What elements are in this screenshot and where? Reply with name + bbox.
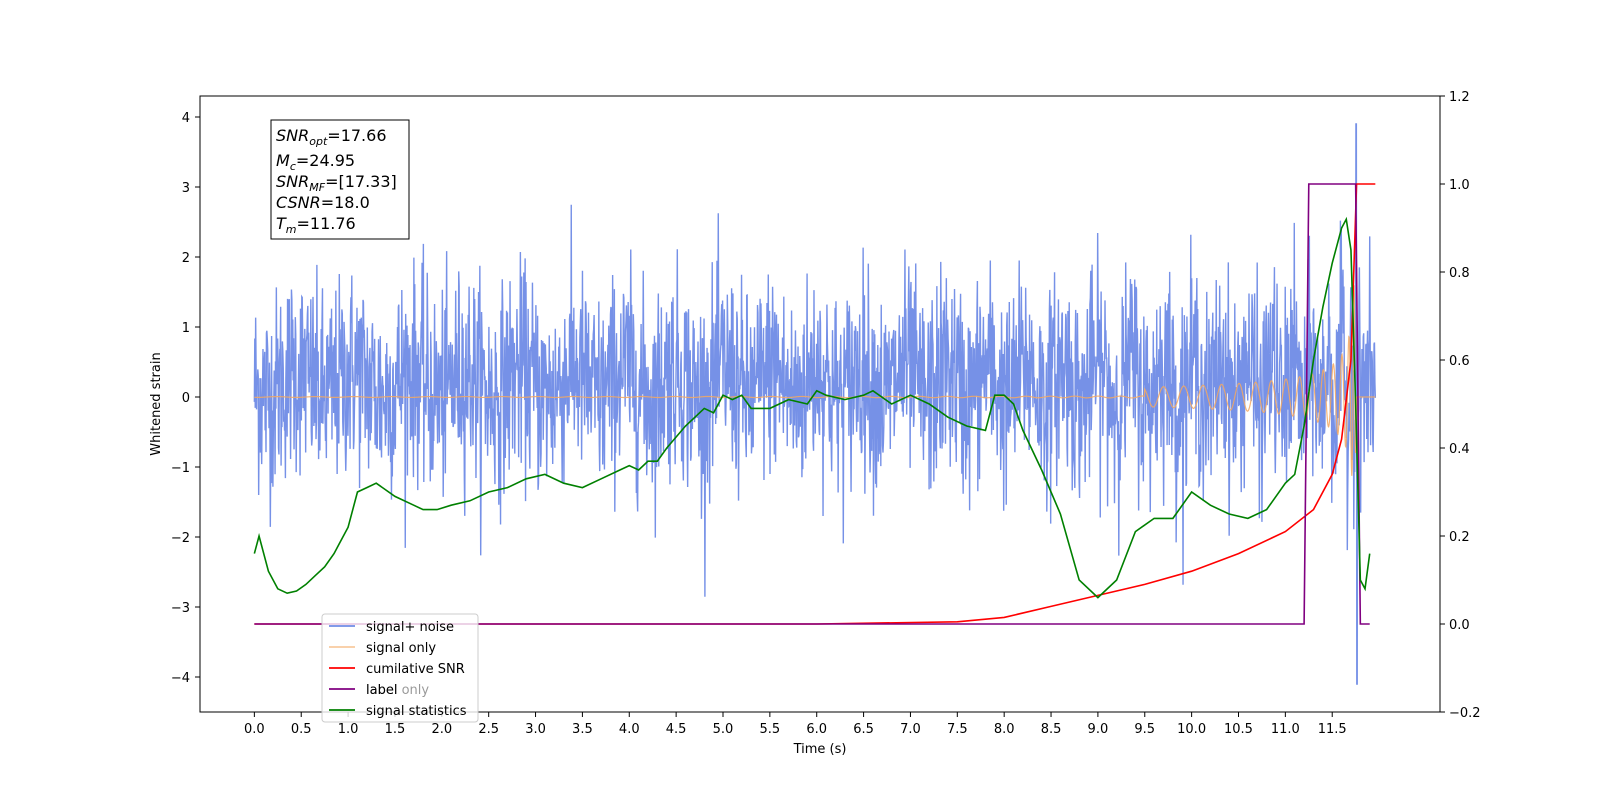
x-tick-label: 0.5 [291,722,312,737]
annotation-box: SNRopt=17.66 Mc=24.95SNRMF=[17.33]CSNR=18… [270,119,410,240]
x-tick-label: 9.0 [1088,722,1109,737]
legend-label-hidden: label only [366,683,429,698]
legend-frame [321,613,479,723]
y2-tick-label: 1.0 [1449,178,1470,193]
y-tick-label: 3 [182,181,190,196]
y-tick-label: −1 [171,461,190,476]
y-axis-right: 1.2 1.0 0.8 0.6 0.4 0.2 0.0 −0.2 [1440,90,1481,721]
y-tick-label: −4 [171,671,190,686]
x-tick-label: 3.0 [525,722,546,737]
x-tick-label: 5.0 [713,722,734,737]
y-tick-label: −2 [171,531,190,546]
y-axis-label: Whitened strain [149,352,164,455]
legend-label: signal only [366,641,436,656]
x-tick-label: 10.5 [1224,722,1253,737]
x-tick-label: 6.0 [806,722,827,737]
series-signal-noise [253,123,1377,685]
x-tick-label: 1.0 [338,722,359,737]
y-tick-label: −3 [171,601,190,616]
y2-tick-label: 0.4 [1449,442,1470,457]
x-tick-label: 4.5 [666,722,687,737]
x-tick-label: 11.5 [1318,722,1347,737]
x-tick-label: 0.0 [244,722,265,737]
y2-tick-label: 0.6 [1449,354,1470,369]
x-tick-label: 11.0 [1271,722,1300,737]
y2-tick-label: 0.8 [1449,266,1470,281]
annotation-line: Tm=11.76 [276,214,356,236]
annotation-line: CSNR=18.0 [276,193,370,212]
x-tick-label: 10.0 [1177,722,1206,737]
series-label [254,183,1370,625]
y-tick-label: 0 [182,391,190,406]
x-tick-label: 2.0 [431,722,452,737]
y-axis-left: 4 3 2 1 0 −1 −2 −3 −4 [171,111,200,686]
x-axis-label: Time (s) [793,742,847,757]
annotation-frame [270,119,410,240]
y2-tick-label: −0.2 [1449,706,1481,721]
x-tick-label: 8.0 [994,722,1015,737]
x-tick-label: 4.0 [619,722,640,737]
y-tick-label: 2 [182,251,190,266]
x-tick-label: 8.5 [1041,722,1062,737]
legend-label: label [366,683,397,698]
x-tick-label: 7.0 [900,722,921,737]
annotation-line: SNRMF=[17.33] [276,172,397,194]
x-tick-label: 7.5 [947,722,968,737]
legend-label: cumilative SNR [366,662,465,677]
y-tick-label: 4 [182,111,190,126]
legend-label: signal+ noise [366,620,454,635]
legend: signal+ noise signal only cumilative SNR la… [321,613,479,723]
x-axis: 0.0 0.5 1.0 1.5 2.0 2.5 3.0 3.5 4.0 4.5 5.0 5.5 6.0 6… [244,712,1347,737]
annotation-line: Mc=24.95 [276,151,355,173]
y2-tick-label: 0.0 [1449,618,1470,633]
annotation-line: SNRopt=17.66 [276,126,387,148]
x-tick-label: 2.5 [478,722,499,737]
y2-tick-label: 1.2 [1449,90,1470,105]
y-tick-label: 1 [182,321,190,336]
x-tick-label: 9.5 [1134,722,1155,737]
x-tick-label: 1.5 [385,722,406,737]
legend-label: signal statistics [366,704,467,719]
x-tick-label: 5.5 [760,722,781,737]
y2-tick-label: 0.2 [1449,530,1470,545]
series-signal-only [254,285,1376,476]
x-tick-label: 6.5 [853,722,874,737]
series-signal-statistics [253,216,1371,599]
plot-frame [199,95,1441,713]
plot-area [253,123,1377,685]
x-tick-label: 3.5 [572,722,593,737]
